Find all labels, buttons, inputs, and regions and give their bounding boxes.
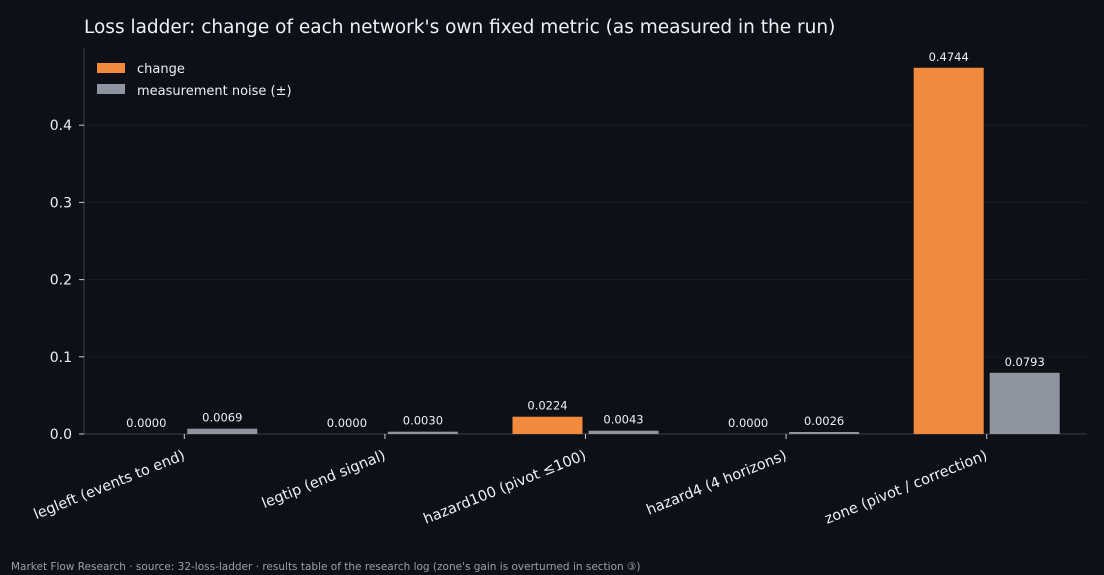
value-label-noise-4: 0.0793 — [1005, 355, 1045, 369]
y-tick-label: 0.2 — [50, 273, 72, 289]
bar-noise-3 — [789, 431, 860, 434]
legend: change measurement noise (±) — [97, 62, 292, 99]
value-label-change-1: 0.0000 — [327, 416, 367, 430]
value-label-noise-3: 0.0026 — [804, 414, 844, 428]
y-tick-label: 0.3 — [50, 195, 72, 211]
value-label-change-4: 0.4744 — [929, 50, 969, 64]
legend-swatch-measurement-noise — [97, 84, 125, 94]
x-tick-label-2: hazard100 (pivot ≤100) — [421, 448, 588, 528]
x-axis-ticks: legleft (events to end) legtip (end signa… — [32, 434, 990, 528]
value-label-change-2: 0.0224 — [527, 399, 567, 413]
y-tick-label: 0.0 — [50, 427, 72, 443]
value-label-change-3: 0.0000 — [728, 416, 768, 430]
value-label-noise-2: 0.0043 — [603, 413, 643, 427]
value-label-noise-1: 0.0030 — [403, 414, 443, 428]
x-tick-label-0: legleft (events to end) — [32, 448, 188, 523]
legend-label-measurement-noise: measurement noise (±) — [137, 84, 292, 99]
bar-change-2 — [512, 416, 583, 434]
footer-source-note: Market Flow Research · source: 32-loss-l… — [11, 561, 641, 573]
x-tick-label-1: legtip (end signal) — [260, 448, 388, 512]
bar-change-4 — [913, 67, 984, 435]
bar-noise-0 — [187, 428, 258, 434]
y-tick-label: 0.1 — [50, 350, 72, 366]
bar-noise-1 — [387, 431, 458, 434]
bar-noise-4 — [989, 372, 1060, 434]
value-label-noise-0: 0.0069 — [202, 411, 242, 425]
y-axis-ticks: 0.0 0.1 0.2 0.3 0.4 — [50, 118, 84, 443]
bars — [187, 67, 1060, 435]
value-label-change-0: 0.0000 — [126, 416, 166, 430]
x-tick-label-4: zone (pivot / correction) — [823, 448, 990, 528]
x-tick-label-3: hazard4 (4 horizons) — [644, 448, 789, 519]
legend-swatch-change — [97, 63, 125, 73]
bar-noise-2 — [588, 430, 659, 434]
value-labels: 0.0000 0.0069 0.0000 0.0030 0.0224 0.0043 0.00… — [126, 50, 1045, 430]
y-tick-label: 0.4 — [50, 118, 72, 134]
chart-title: Loss ladder: change of each network's ow… — [84, 17, 835, 38]
legend-label-change: change — [137, 62, 185, 77]
